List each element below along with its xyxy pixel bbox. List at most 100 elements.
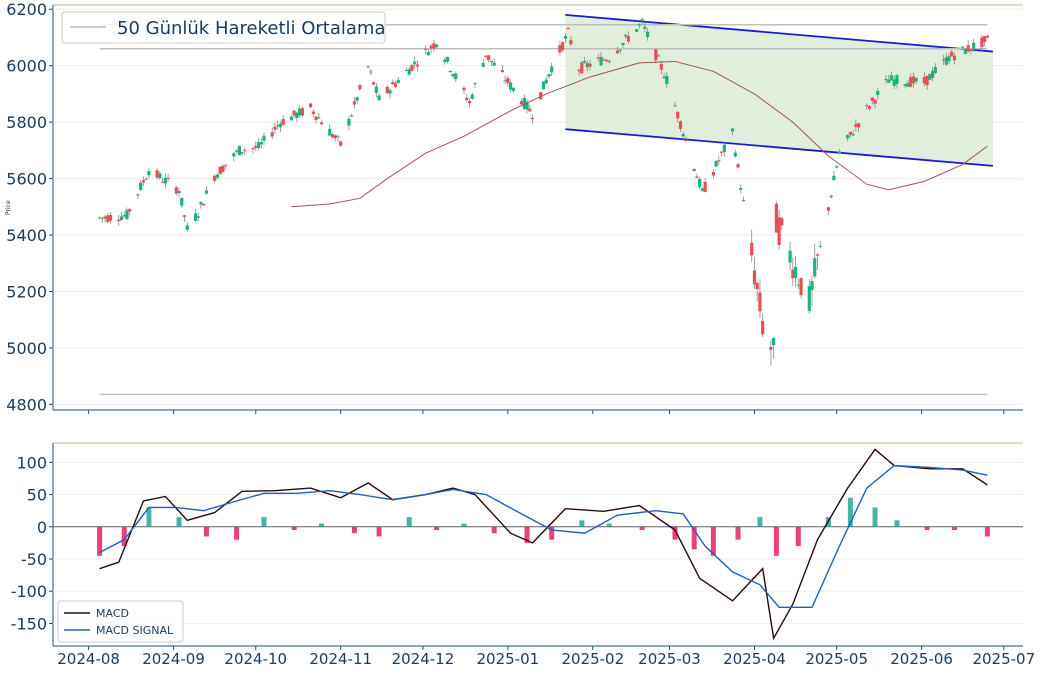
candle-up bbox=[177, 191, 181, 194]
candle-down bbox=[865, 105, 869, 107]
candle-down bbox=[314, 116, 318, 121]
candle-down bbox=[218, 166, 222, 175]
candle-up bbox=[445, 56, 450, 62]
candle-down bbox=[741, 200, 746, 202]
candle-up bbox=[876, 90, 880, 95]
candle-up bbox=[832, 175, 836, 181]
candle-down bbox=[424, 48, 428, 50]
candle-up bbox=[972, 42, 976, 49]
x-tick-label: 2024-09 bbox=[142, 650, 205, 668]
candle-up bbox=[158, 173, 162, 178]
candle-down bbox=[561, 42, 565, 50]
macd-tick-label: -150 bbox=[11, 614, 47, 633]
candle-down bbox=[602, 59, 606, 61]
histogram-bar-negative bbox=[710, 526, 716, 556]
histogram-bar-positive bbox=[757, 517, 763, 527]
candle-up bbox=[646, 31, 650, 38]
histogram-bar-positive bbox=[461, 523, 467, 527]
candle-down bbox=[484, 55, 488, 57]
candle-down bbox=[385, 86, 389, 93]
histogram-bar-positive bbox=[579, 520, 585, 527]
candle-down bbox=[711, 172, 715, 176]
candle-up bbox=[829, 195, 833, 198]
candle-up bbox=[508, 82, 513, 90]
candle-up bbox=[119, 216, 124, 221]
histogram-bar-positive bbox=[894, 520, 900, 527]
macd-signal-line bbox=[99, 464, 988, 609]
candle-up bbox=[489, 60, 494, 63]
candle-down bbox=[983, 36, 987, 42]
candle-up bbox=[673, 105, 677, 107]
ma-legend-label: 50 Günlük Hareketli Ortalama bbox=[117, 18, 385, 39]
candle-down bbox=[684, 139, 688, 141]
candle-down bbox=[777, 217, 781, 245]
candle-up bbox=[851, 134, 855, 136]
candle-down bbox=[692, 168, 696, 171]
histogram-bar-negative bbox=[351, 526, 357, 534]
candle-down bbox=[276, 125, 280, 127]
candle-down bbox=[519, 101, 524, 105]
candle-down bbox=[596, 57, 600, 59]
histogram-bar-positive bbox=[261, 517, 267, 527]
candle-up bbox=[889, 75, 894, 81]
candle-up bbox=[544, 79, 548, 84]
candle-up bbox=[788, 250, 792, 263]
candle-down bbox=[467, 101, 472, 104]
histogram-bar-negative bbox=[121, 526, 127, 547]
candle-up bbox=[451, 73, 455, 77]
price-tick-label: 6200 bbox=[6, 0, 47, 19]
candle-down bbox=[281, 119, 285, 125]
candle-down bbox=[473, 83, 477, 85]
candle-up bbox=[944, 57, 948, 65]
candle-up bbox=[355, 97, 359, 101]
candle-down bbox=[703, 181, 707, 193]
candle-up bbox=[947, 56, 951, 62]
candle-up bbox=[298, 108, 302, 116]
macd-y-axis: -150 -100 -50 0 50 100 bbox=[11, 453, 53, 633]
candle-up bbox=[180, 197, 184, 206]
candle-up bbox=[470, 94, 474, 99]
price-tick-label: 5200 bbox=[6, 282, 47, 301]
candle-up bbox=[163, 177, 167, 184]
ma-50-line bbox=[291, 60, 988, 208]
candle-up bbox=[541, 81, 546, 90]
x-tick-label: 2025-07 bbox=[972, 650, 1035, 668]
x-tick-label: 2024-11 bbox=[309, 650, 372, 668]
candle-down bbox=[221, 165, 225, 172]
candle-up bbox=[563, 35, 568, 39]
histogram-bar-positive bbox=[872, 507, 878, 527]
candle-up bbox=[144, 178, 148, 180]
histogram-bar-negative bbox=[773, 526, 779, 556]
candle-up bbox=[407, 69, 411, 75]
candle-down bbox=[558, 45, 562, 53]
histogram-bar-positive bbox=[146, 507, 152, 527]
candle-up bbox=[733, 152, 737, 157]
candle-down bbox=[273, 126, 277, 130]
histogram-bar-negative bbox=[795, 526, 801, 547]
candle-down bbox=[774, 203, 778, 233]
channel-upper-line bbox=[565, 13, 993, 53]
candle-down bbox=[736, 164, 740, 168]
candle-up bbox=[237, 146, 241, 156]
candle-up bbox=[930, 71, 935, 78]
candle-down bbox=[815, 254, 820, 256]
price-y-axis: 4800 5000 5200 5400 5600 5800 6000 6200 bbox=[6, 0, 53, 414]
price-axis-label: Price bbox=[5, 200, 12, 215]
candle-down bbox=[352, 101, 357, 105]
candle-up bbox=[503, 80, 507, 82]
histogram-bar-negative bbox=[924, 526, 930, 530]
candle-up bbox=[204, 190, 209, 194]
candle-up bbox=[232, 153, 236, 157]
candle-up bbox=[347, 118, 351, 126]
candle-down bbox=[588, 63, 592, 67]
candle-down bbox=[243, 150, 247, 152]
x-tick-label: 2025-02 bbox=[561, 650, 624, 668]
candle-up bbox=[607, 60, 611, 62]
x-tick-label: 2025-04 bbox=[723, 650, 786, 668]
candle-up bbox=[377, 95, 381, 101]
candle-up bbox=[413, 61, 417, 65]
candle-up bbox=[585, 63, 589, 68]
candle-up bbox=[662, 76, 666, 79]
histogram-bar-positive bbox=[319, 523, 325, 527]
candle-up bbox=[193, 213, 198, 221]
